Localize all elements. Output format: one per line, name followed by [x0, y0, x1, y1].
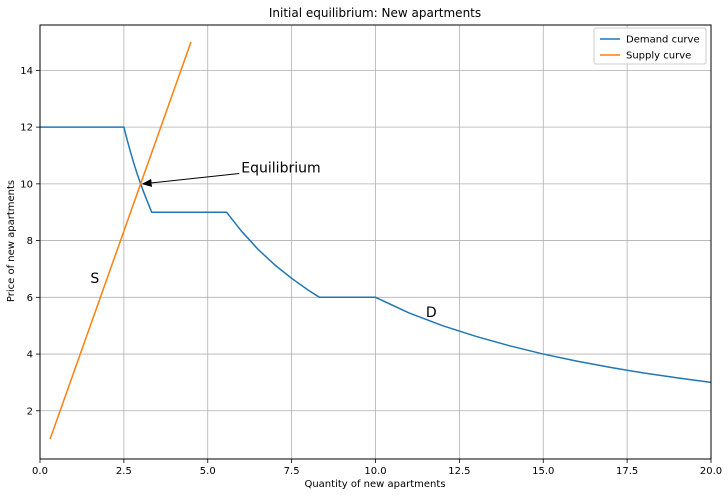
y-tick-label: 4 — [27, 350, 33, 361]
y-tick-label: 6 — [27, 293, 33, 304]
y-axis-title: Price of new apartments — [6, 180, 17, 302]
x-tick-label: 15.0 — [532, 466, 554, 477]
x-tick-label: 2.5 — [116, 466, 132, 477]
x-tick-label: 5.0 — [200, 466, 216, 477]
demand-curve-line — [40, 126, 712, 384]
series-group — [40, 41, 712, 440]
annotation-equilibrium-label: Equilibrium — [241, 161, 320, 177]
x-tick-label: 20.0 — [700, 466, 722, 477]
legend-entry: Supply curve — [626, 51, 691, 62]
legend-box — [593, 27, 707, 65]
y-tick-label: 12 — [20, 123, 33, 134]
y-tick-label: 8 — [27, 236, 33, 247]
y-tick-label: 10 — [20, 179, 33, 190]
x-tick-label: 17.5 — [616, 466, 638, 477]
x-tick-label: 7.5 — [284, 466, 300, 477]
annotations: Equilibrium S D — [90, 161, 436, 322]
x-tick-label: 12.5 — [448, 466, 470, 477]
legend: Demand curve Supply curve — [593, 27, 707, 65]
legend-entry: Demand curve — [626, 35, 700, 46]
ticks: 0.0 2.5 5.0 7.5 10.0 12.5 15.0 17.5 20.0 2 4 6 8 10 12… — [20, 66, 722, 477]
grid — [39, 25, 712, 459]
chart-title: Initial equilibrium: New apartments — [269, 6, 481, 20]
supply-curve-line — [49, 41, 192, 440]
x-tick-label: 0.0 — [32, 466, 48, 477]
y-tick-label: 2 — [27, 406, 33, 417]
annotation-equilibrium-arrow — [141, 173, 240, 187]
x-axis-title: Quantity of new apartments — [304, 479, 445, 490]
y-tick-label: 14 — [20, 66, 33, 77]
annotation-s-label: S — [90, 271, 99, 287]
x-tick-label: 10.0 — [364, 466, 386, 477]
annotation-d-label: D — [426, 305, 437, 321]
